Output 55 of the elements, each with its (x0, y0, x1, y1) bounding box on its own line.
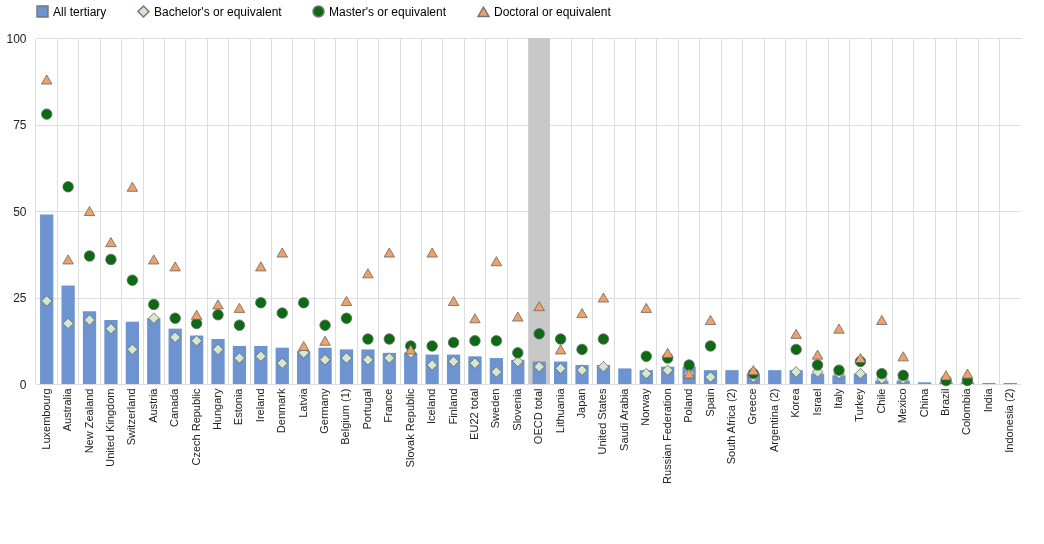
x-tick-label: Japan (575, 388, 588, 419)
x-tick-label: Poland (682, 388, 695, 423)
x-tick-label: Argentina (2) (767, 388, 780, 453)
x-tick-label: Denmark (275, 388, 288, 434)
x-tick-label: Latvia (296, 387, 309, 418)
x-tick-label: South Africa (2) (724, 388, 737, 465)
x-tick-label: Canada (168, 387, 181, 428)
x-tick-label: Greece (746, 388, 759, 425)
y-tick-label: 100 (6, 31, 27, 46)
x-tick-label: Iceland (425, 388, 438, 424)
x-tick-label: Ireland (253, 388, 266, 423)
x-tick-label: EU22 total (467, 388, 480, 440)
x-tick-label: OECD total (532, 388, 545, 445)
legend-label: Bachelor's or equivalent (154, 4, 283, 19)
y-tick-label: 50 (13, 204, 27, 219)
x-tick-label: China (917, 387, 930, 418)
x-tick-label: Korea (789, 387, 802, 418)
x-tick-label: Norway (639, 388, 652, 426)
x-tick-label: Mexico (896, 388, 909, 424)
x-tick-label: Belgium (1) (339, 388, 352, 445)
x-tick-label: Finland (446, 388, 459, 425)
x-tick-label: Czech Republic (189, 388, 202, 466)
x-tick-label: Lithuania (553, 387, 566, 434)
x-tick-label: Australia (61, 387, 74, 432)
x-tick-label: New Zealand (82, 388, 95, 454)
x-tick-label: Hungary (211, 388, 224, 431)
x-tick-label: Indonesia (2) (1003, 388, 1016, 453)
x-tick-label: India (981, 387, 994, 413)
y-tick-label: 0 (19, 377, 27, 392)
x-tick-label: Slovak Republic (403, 388, 416, 468)
x-tick-label: Colombia (960, 387, 973, 435)
x-tick-label: Chile (874, 388, 887, 414)
x-tick-label: Sweden (489, 388, 502, 429)
x-tick-label: Portugal (360, 388, 373, 430)
x-tick-label: United Kingdom (103, 388, 116, 467)
legend-label: All tertiary (53, 4, 107, 19)
x-tick-label: Italy (831, 388, 844, 409)
x-tick-label: United States (596, 388, 609, 455)
x-tick-label: Israel (810, 388, 823, 416)
x-tick-label: Switzerland (125, 388, 138, 446)
x-tick-label: Estonia (232, 387, 245, 426)
x-tick-label: Russian Federation (660, 388, 673, 484)
legend-label: Doctoral or equivalent (494, 4, 612, 19)
x-tick-label: Germany (318, 388, 331, 434)
x-tick-label: Saudi Arabia (617, 387, 630, 451)
x-tick-label: Austria (146, 387, 159, 423)
y-tick-label: 25 (13, 291, 27, 305)
y-tick-label: 75 (13, 118, 27, 132)
legend-label: Master's or equivalent (329, 4, 447, 19)
x-tick-label: Turkey (853, 388, 866, 422)
x-tick-label: Brazil (939, 388, 952, 417)
x-tick-label: France (382, 388, 395, 423)
x-tick-label: Spain (703, 388, 716, 417)
x-tick-label: Slovenia (510, 387, 523, 431)
x-tick-label: Luxembourg (39, 388, 52, 450)
